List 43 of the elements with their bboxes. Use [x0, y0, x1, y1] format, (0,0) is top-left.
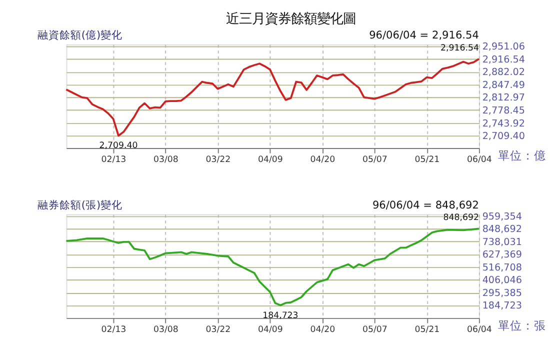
y-tick-label: 184,723 [482, 300, 522, 312]
y-tick-label: 2,812.97 [482, 92, 525, 104]
y-tick-label: 2,951.06 [482, 42, 525, 53]
x-tick-label: 05/07 [362, 324, 388, 335]
y-tick-label: 2,743.92 [482, 118, 525, 130]
text: 單位：億 [498, 148, 546, 163]
x-tick-label: 05/07 [362, 154, 388, 165]
y-tick-label: 295,385 [482, 288, 522, 299]
text: 單位：張 [498, 318, 546, 332]
y-tick-label: 406,046 [482, 275, 522, 286]
chart-subtitle: 融券餘額(張)變化 [37, 198, 123, 212]
y-tick-label: 959,354 [482, 211, 522, 222]
x-tick-label: 05/21 [414, 154, 440, 165]
x-tick-label: 04/09 [258, 324, 283, 335]
y-tick-label: 2,847.49 [482, 80, 525, 91]
x-tick-label: 06/04 [467, 154, 492, 165]
annotation: 848,692 [443, 213, 479, 224]
y-tick-label: 738,031 [482, 236, 522, 248]
x-tick-label: 05/21 [414, 324, 440, 335]
y-tick-label: 2,709.40 [482, 131, 525, 142]
y-tick-label: 627,369 [482, 250, 522, 261]
x-tick-label: 04/09 [258, 154, 283, 165]
y-tick-label: 2,882.02 [482, 67, 525, 78]
y-tick-label: 2,778.45 [482, 105, 525, 116]
text: 96/06/04 = 848,692 [372, 200, 479, 212]
x-tick-label: 04/20 [310, 154, 336, 165]
x-tick-label: 03/08 [154, 324, 178, 335]
x-tick-label: 04/20 [310, 324, 336, 335]
y-tick-label: 848,692 [482, 224, 522, 236]
x-tick-label: 02/13 [101, 324, 126, 335]
y-tick-label: 516,708 [482, 262, 522, 274]
chart-title: 近三月資券餘額變化圖 [226, 12, 356, 27]
text: 96/06/04 = 2,916.54 [369, 30, 480, 42]
x-tick-label: 06/04 [467, 324, 492, 335]
annotation: 2,916.54 [440, 43, 479, 54]
line-series [65, 228, 480, 306]
chart-subtitle: 融資餘額(億)變化 [37, 28, 123, 42]
y-tick-label: 2,916.54 [482, 54, 525, 66]
x-tick-label: 03/22 [206, 154, 231, 165]
x-tick-label: 03/08 [154, 154, 178, 165]
line-series [65, 58, 480, 137]
x-tick-label: 02/13 [101, 154, 126, 165]
x-tick-label: 03/22 [206, 324, 231, 335]
